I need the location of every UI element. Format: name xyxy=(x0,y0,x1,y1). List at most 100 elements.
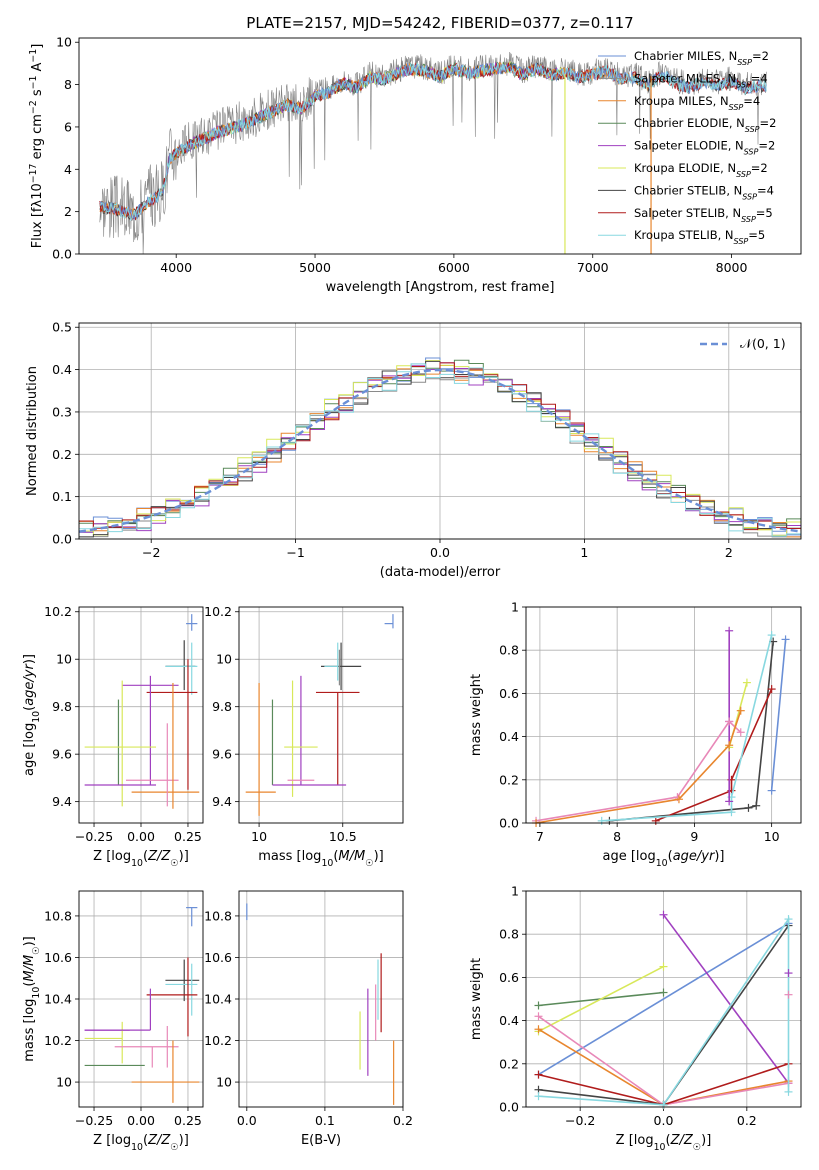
x-tick-label: −0.25 xyxy=(75,829,113,844)
y-axis-label: mass weight xyxy=(469,958,484,1040)
label-part: M/M xyxy=(338,849,365,864)
label-part: mass weight xyxy=(469,958,484,1040)
x-tick-label: 0.25 xyxy=(174,829,202,844)
x-tick-label: 9 xyxy=(690,829,698,844)
x-axis-label: Z [log10(Z/Z☉)] xyxy=(616,1133,712,1153)
legend-label: Kroupa MILES, NSSP=4 xyxy=(634,94,760,112)
x-tick-label: 7 xyxy=(536,829,544,844)
axes-frame xyxy=(525,890,802,1108)
y-tick-label: 9.6 xyxy=(52,747,72,762)
label-part: Z/Z xyxy=(147,1133,171,1148)
label-part: Z/Z xyxy=(147,849,171,864)
weight-line-kroupa_miles xyxy=(535,710,742,824)
y-tick-label: 0.2 xyxy=(52,447,72,462)
legend-text: =4 xyxy=(743,94,760,108)
y-tick-label: 0.6 xyxy=(499,686,519,701)
errorbar-plot-area xyxy=(245,614,394,816)
label-part: A xyxy=(30,62,45,75)
x-axis-label: wavelength [Angstrom, rest frame] xyxy=(326,280,555,295)
errorbar-plot-area xyxy=(84,614,200,809)
x-tick-label: −1 xyxy=(286,545,304,560)
label-part: ☉ xyxy=(365,858,373,869)
y-axis-label: mass [log10(M/M☉)] xyxy=(22,936,42,1062)
label-part: Normed distribution xyxy=(25,366,40,496)
y-tick-label: 10.6 xyxy=(44,950,72,965)
x-tick-label: −0.2 xyxy=(565,1113,595,1128)
legend-sub: SSP xyxy=(742,192,757,201)
legend-sub: SSP xyxy=(734,237,749,246)
legend-label: Chabrier ELODIE, NSSP=2 xyxy=(634,116,776,134)
model-spectrum-kroupa_stelib xyxy=(99,62,767,221)
label-part: ( xyxy=(143,1133,148,1148)
x-tick-label: 0.25 xyxy=(174,1113,202,1128)
label-part: )] xyxy=(179,1133,189,1148)
legend-text: =2 xyxy=(752,49,769,63)
axes-frame xyxy=(525,606,802,824)
x-tick-label: 10.5 xyxy=(329,829,357,844)
y-tick-label: 9.4 xyxy=(52,794,72,809)
y-tick-label: 9.6 xyxy=(212,747,232,762)
label-part: mass [ xyxy=(22,1018,37,1061)
label-part: ☉ xyxy=(170,1142,178,1153)
legend-text: =2 xyxy=(758,139,775,153)
x-tick-label: 10 xyxy=(764,829,780,844)
y-tick-label: 0.4 xyxy=(499,729,519,744)
y-tick-label: 1 xyxy=(511,600,519,615)
x-tick-label: 0.00 xyxy=(127,829,155,844)
label-part: Z [ xyxy=(93,849,111,864)
y-tick-label: 10 xyxy=(216,1075,232,1090)
y-tick-label: 10.2 xyxy=(204,604,232,619)
legend-text: Kroupa MILES, N xyxy=(634,94,729,108)
histogram-plot-area xyxy=(79,357,801,538)
y-tick-label: 0.2 xyxy=(499,772,519,787)
y-tick-label: 10.8 xyxy=(204,908,232,923)
label-part: )] xyxy=(179,849,189,864)
label-part: ( xyxy=(22,982,37,987)
label-part: Z [ xyxy=(616,1133,634,1148)
legend-text: Chabrier ELODIE, N xyxy=(634,116,745,130)
weight-line-kroupa_elodie xyxy=(538,965,664,1033)
y-tick-label: 10.6 xyxy=(204,950,232,965)
y-tick-label: 2 xyxy=(64,204,72,219)
y-tick-label: 10.2 xyxy=(204,1033,232,1048)
legend-sub: SSP xyxy=(741,214,756,223)
x-axis-label: E(B-V) xyxy=(301,1133,341,1148)
errorbar-plot-area xyxy=(246,903,395,1105)
x-tick-label: 0.1 xyxy=(315,1113,335,1128)
label-part: (data-model)/error xyxy=(380,565,501,580)
axes-frame xyxy=(78,606,204,824)
y-tick-label: 4 xyxy=(64,162,72,177)
y-tick-label: 10 xyxy=(56,652,72,667)
label-part: log xyxy=(22,999,37,1019)
legend-text: =5 xyxy=(756,206,773,220)
legend-text: Salpeter STELIB, N xyxy=(634,206,741,220)
label-part: )] xyxy=(374,849,384,864)
label-part: −17 xyxy=(28,163,39,183)
label-part: Flux [f xyxy=(30,207,45,248)
label-part: 10 xyxy=(656,858,668,869)
legend-text: Kroupa ELODIE, N xyxy=(634,161,736,175)
x-axis-label: Z [log10(Z/Z☉)] xyxy=(93,849,189,869)
label-part: wavelength [Angstrom, rest frame] xyxy=(326,280,555,295)
label-part: −1 xyxy=(28,49,39,63)
label-part: ( xyxy=(333,849,338,864)
label-part: )] xyxy=(22,654,37,664)
y-tick-label: 0.8 xyxy=(499,927,519,942)
x-tick-label: 7000 xyxy=(577,260,609,275)
legend-label: Salpeter ELODIE, NSSP=2 xyxy=(634,139,775,157)
label-part: 10 xyxy=(131,1142,143,1153)
label-part: λ xyxy=(30,199,45,207)
legend-sub: SSP xyxy=(744,147,759,156)
label-part: Z/Z xyxy=(670,1133,694,1148)
y-tick-label: 0.4 xyxy=(499,1013,519,1028)
label-part: age [ xyxy=(22,743,37,776)
y-axis-label: Flux [fλ10−17 erg cm−2 s−1 A−1] xyxy=(28,44,46,249)
axes-frame xyxy=(238,606,404,824)
axes-weight_vs_z: −0.2 0.0 0.2 0.0 0.2 0.4 0.6 0.8 1 Z [log10(Z/Z☉)… xyxy=(469,884,802,1153)
x-tick-label: 0.2 xyxy=(737,1113,757,1128)
label-part: ☉ xyxy=(693,1142,701,1153)
legend-label: Chabrier MILES, NSSP=2 xyxy=(634,49,769,67)
y-axis-label: age [log10(age/yr)] xyxy=(22,654,42,776)
weight-line-chabrier_miles xyxy=(770,639,787,791)
